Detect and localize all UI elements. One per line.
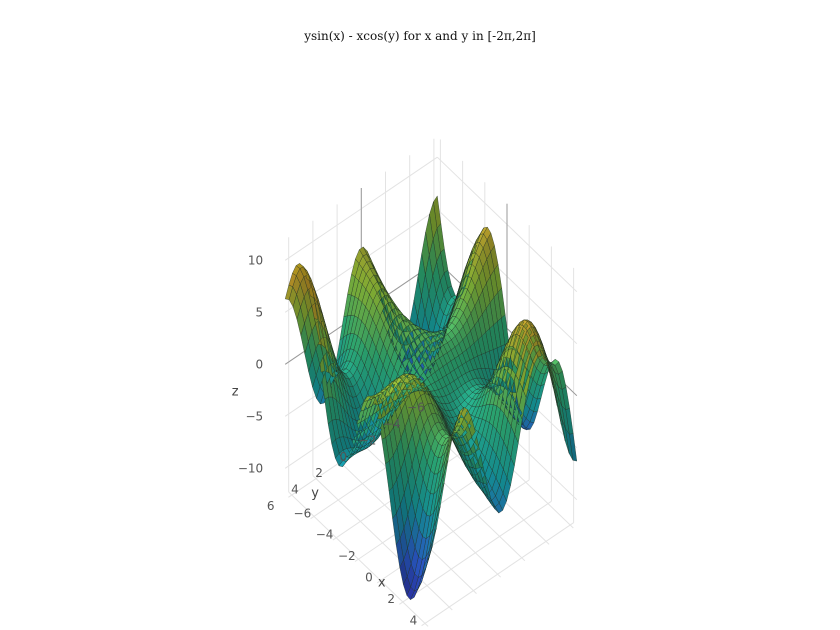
floor-gridline bbox=[288, 491, 429, 627]
chart-title: ysin(x) - xcos(y) for x and y in [-2π,2π… bbox=[304, 29, 536, 43]
y-tick-label: −2 bbox=[359, 433, 377, 447]
z-tick-label: 0 bbox=[256, 357, 264, 371]
x-tick-label: 2 bbox=[387, 592, 395, 606]
x-tick-label: −2 bbox=[338, 549, 356, 563]
floor-gridline bbox=[312, 475, 453, 611]
x-tick-label: −6 bbox=[294, 506, 312, 520]
y-tick-label: 0 bbox=[339, 450, 347, 464]
z-tick-label: −5 bbox=[245, 409, 263, 423]
surface-cell bbox=[284, 284, 293, 300]
x-tick-label: −4 bbox=[316, 528, 334, 542]
z-tick-label: 5 bbox=[256, 305, 264, 319]
x-axis-label: x bbox=[378, 576, 386, 591]
surface-mesh[interactable] bbox=[284, 195, 578, 601]
y-tick-label: −4 bbox=[383, 417, 401, 431]
z-tick-label: 10 bbox=[248, 253, 263, 267]
x-tick-label: 4 bbox=[410, 613, 418, 627]
z-tick-label: −10 bbox=[238, 461, 263, 475]
y-axis-label: y bbox=[311, 486, 319, 501]
y-tick-label: 6 bbox=[267, 499, 275, 513]
x-tick-label: 0 bbox=[365, 571, 373, 585]
y-tick-label: 4 bbox=[291, 483, 299, 497]
y-tick-label: 2 bbox=[315, 466, 323, 480]
z-axis-label: z bbox=[232, 385, 239, 400]
y-tick-label: −6 bbox=[407, 401, 425, 415]
